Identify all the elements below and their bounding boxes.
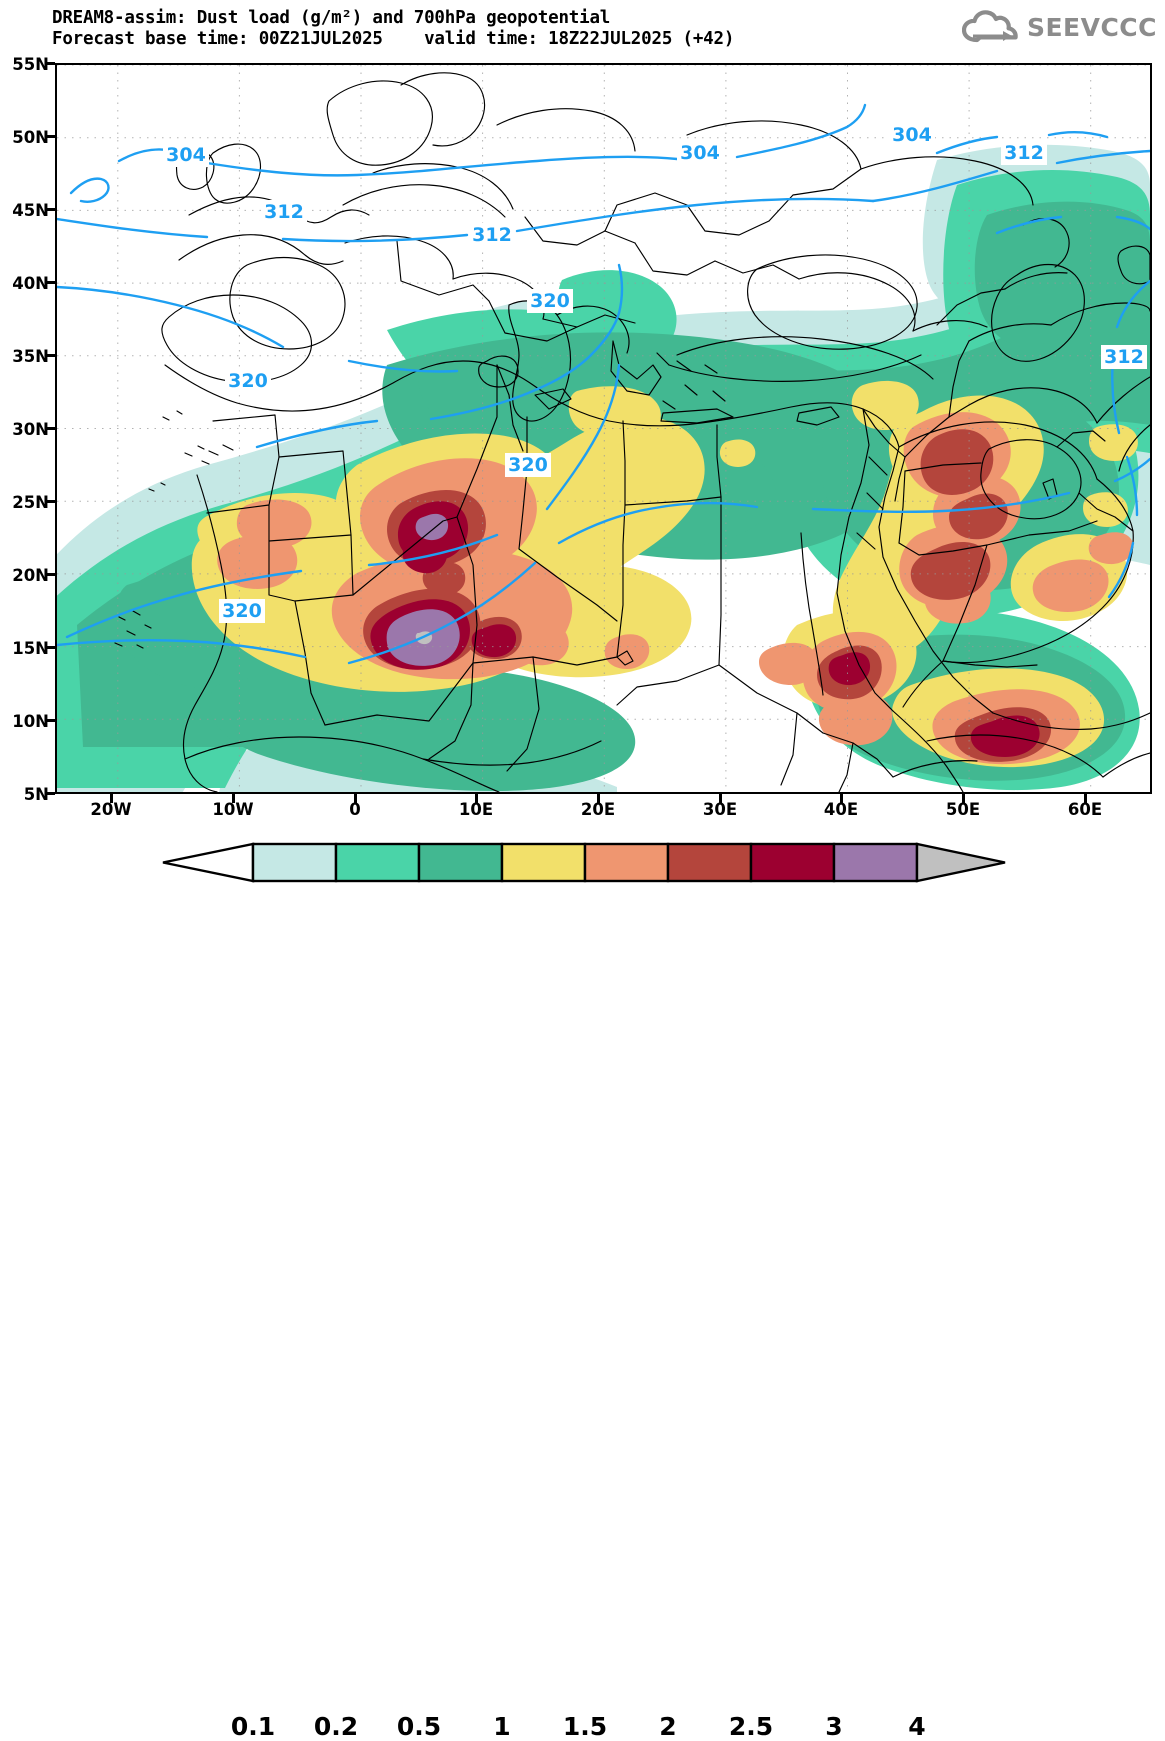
svg-text:304: 304 <box>166 144 206 166</box>
y-tick-label: 30N <box>12 420 49 439</box>
y-tick <box>46 646 55 649</box>
colorbar-tick-label: 0.5 <box>396 1712 442 1741</box>
colorbar-band-5 <box>666 842 753 883</box>
y-tick-label: 20N <box>12 566 49 585</box>
x-tick <box>354 794 357 803</box>
chart-title-block: DREAM8-assim: Dust load (g/m²) and 700hP… <box>52 8 952 50</box>
y-tick <box>46 208 55 211</box>
colorbar-band-7 <box>832 842 919 883</box>
x-tick <box>840 794 843 803</box>
screenshot-root: DREAM8-assim: Dust load (g/m²) and 700hP… <box>0 8 1165 1741</box>
colorbar[interactable]: 0.1 0.2 0.5 1 1.5 2 2.5 3 4 <box>0 840 1165 1741</box>
svg-text:312: 312 <box>1004 142 1044 164</box>
x-tick-label: 10E <box>458 800 494 819</box>
contour-labels: 304 304 304 312 312 312 312 320 <box>163 123 1147 623</box>
chart-title: DREAM8-assim: Dust load (g/m²) and 700hP… <box>52 8 611 28</box>
lat-lon-grid <box>57 65 1150 792</box>
x-tick <box>1084 794 1087 803</box>
colorbar-tick-label: 0.2 <box>313 1712 359 1741</box>
colorbar-tick-label: 1.5 <box>562 1712 608 1741</box>
y-tick-label: 25N <box>12 493 49 512</box>
colorbar-tick-label: 1 <box>493 1712 511 1741</box>
y-tick <box>46 719 55 722</box>
colorbar-tick-label: 2.5 <box>728 1712 774 1741</box>
x-tick <box>597 794 600 803</box>
x-tick <box>475 794 478 803</box>
svg-text:320: 320 <box>222 600 262 622</box>
x-tick <box>232 794 235 803</box>
colorbar-band-1 <box>334 842 421 883</box>
colorbar-over-arrow <box>915 842 1006 883</box>
y-tick <box>46 281 55 284</box>
svg-text:312: 312 <box>472 224 512 246</box>
x-tick-label: 50E <box>945 800 981 819</box>
colorbar-band-6 <box>749 842 836 883</box>
x-tick <box>962 794 965 803</box>
colorbar-tick-label: 0.1 <box>230 1712 276 1741</box>
x-tick-label: 20W <box>90 800 132 819</box>
y-tick-label: 35N <box>12 347 49 366</box>
colorbar-bands <box>251 842 919 883</box>
y-tick <box>46 573 55 576</box>
x-tick-label: 10W <box>212 800 254 819</box>
svg-text:320: 320 <box>530 290 570 312</box>
y-tick <box>46 62 55 65</box>
cloud-icon <box>961 10 1020 44</box>
x-tick-label: 40E <box>823 800 859 819</box>
svg-text:304: 304 <box>680 142 720 164</box>
y-tick <box>46 135 55 138</box>
y-tick-label: 45N <box>12 201 49 220</box>
x-tick <box>719 794 722 803</box>
x-tick-label: 0 <box>349 800 361 819</box>
y-tick <box>46 500 55 503</box>
y-tick <box>46 792 55 795</box>
seevccc-logo: SEEVCCC <box>961 10 1157 44</box>
svg-text:320: 320 <box>228 370 268 392</box>
x-tick-label: 20E <box>580 800 616 819</box>
coastlines-and-borders <box>114 72 1150 792</box>
y-tick-label: 5N <box>23 785 49 804</box>
chart-subtitle: Forecast base time: 00Z21JUL2025 valid t… <box>52 29 735 49</box>
map-plot-area[interactable]: 304 304 304 312 312 312 312 320 <box>55 63 1152 794</box>
x-tick-label: 60E <box>1067 800 1103 819</box>
y-tick <box>46 354 55 357</box>
colorbar-tick-label: 4 <box>908 1712 926 1741</box>
x-tick-label: 30E <box>702 800 738 819</box>
colorbar-band-3 <box>500 842 587 883</box>
svg-text:304: 304 <box>892 124 932 146</box>
logo-wordmark: SEEVCCC <box>1026 12 1157 42</box>
dust-load-map: 304 304 304 312 312 312 312 320 <box>57 65 1150 792</box>
y-tick <box>46 427 55 430</box>
y-tick-label: 55N <box>12 55 49 74</box>
x-tick <box>110 794 113 803</box>
colorbar-under-arrow <box>162 842 255 883</box>
y-tick-label: 15N <box>12 639 49 658</box>
svg-text:312: 312 <box>1104 346 1144 368</box>
y-tick-label: 40N <box>12 274 49 293</box>
colorbar-band-2 <box>417 842 504 883</box>
colorbar-band-4 <box>583 842 670 883</box>
geopotential-contours <box>57 103 1150 665</box>
colorbar-band-0 <box>251 842 338 883</box>
y-tick-label: 50N <box>12 128 49 147</box>
colorbar-tick-label: 3 <box>825 1712 843 1741</box>
svg-text:320: 320 <box>508 454 548 476</box>
y-tick-label: 10N <box>12 712 49 731</box>
svg-text:312: 312 <box>264 201 304 223</box>
colorbar-tick-label: 2 <box>659 1712 677 1741</box>
